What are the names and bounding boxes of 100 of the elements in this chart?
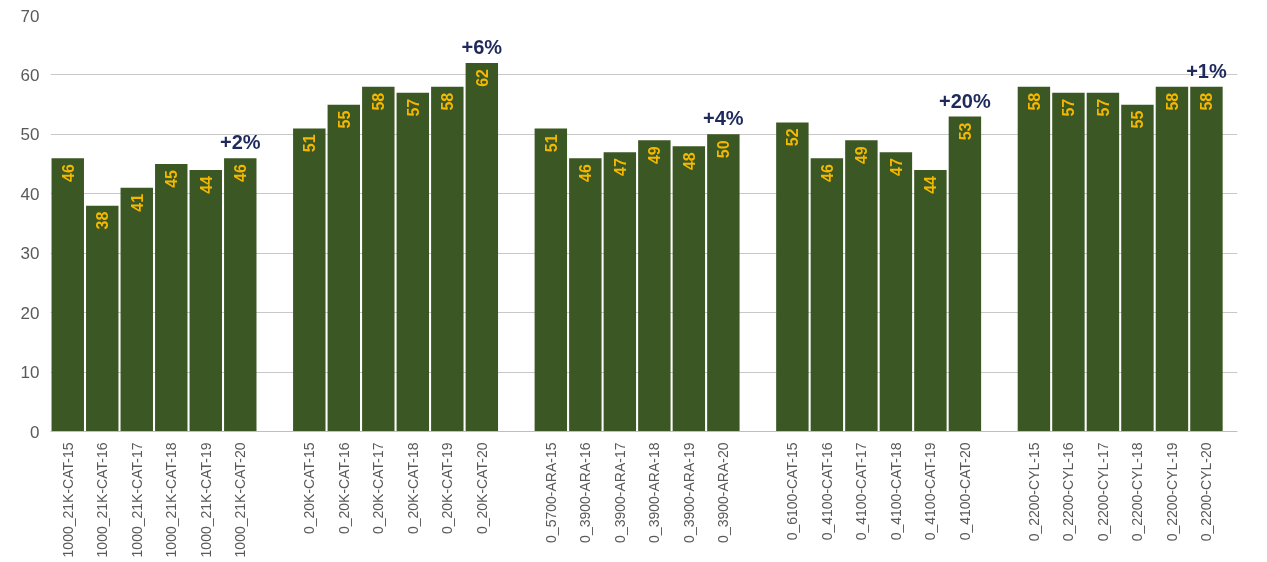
y-tick-label: 50 [20, 125, 40, 145]
data-label: 62 [473, 68, 491, 87]
data-label: 51 [301, 134, 319, 153]
data-label: 47 [887, 158, 905, 176]
x-tick-label: 0_20K-CAT-15 [301, 442, 318, 535]
x-tick-label: 0_4100-CAT-17 [853, 442, 870, 541]
bar [672, 146, 706, 432]
x-tick-label: 0_2200-CYL-19 [1163, 442, 1180, 542]
data-label: 46 [577, 164, 595, 182]
bar [1017, 86, 1051, 432]
x-tick-label: 1000_21K-CAT-20 [232, 442, 249, 558]
bar [534, 128, 568, 432]
x-tick-label: 0_4100-CAT-20 [956, 442, 973, 541]
x-tick-label: 0_2200-CYL-20 [1198, 442, 1215, 542]
bar [155, 164, 188, 432]
x-tick-label: 0_3900-ARA-20 [715, 442, 732, 543]
x-tick-label: 0_20K-CAT-20 [473, 442, 490, 535]
y-tick-label: 10 [20, 363, 40, 383]
bar [327, 104, 361, 432]
bar [569, 158, 602, 432]
annotation: +1% [1186, 59, 1227, 82]
x-tick-label: 0_20K-CAT-19 [439, 442, 456, 535]
x-tick-label: 1000_21K-CAT-18 [163, 442, 180, 558]
bar [948, 116, 982, 432]
data-label: 49 [853, 146, 871, 165]
bar [189, 170, 222, 432]
x-tick-label: 0_20K-CAT-16 [335, 442, 352, 535]
bar [707, 134, 740, 432]
annotation: +20% [939, 89, 991, 112]
bar [51, 158, 84, 432]
data-label: 49 [646, 146, 664, 165]
x-tick-label: 0_2200-CYL-18 [1129, 442, 1146, 542]
bar [1052, 92, 1085, 432]
bar [224, 158, 257, 432]
bar [914, 170, 947, 432]
x-tick-label: 1000_21K-CAT-15 [59, 442, 76, 558]
bar [845, 140, 878, 432]
y-tick-label: 30 [20, 244, 40, 264]
bar [362, 86, 395, 432]
bar [293, 128, 326, 432]
x-tick-label: 0_3900-ARA-16 [577, 442, 594, 543]
data-label: 57 [1060, 98, 1078, 117]
x-tick-label: 0_3900-ARA-18 [646, 442, 663, 543]
bar [1155, 86, 1189, 432]
data-label: 46 [59, 164, 77, 182]
x-tick-label: 0_20K-CAT-17 [370, 442, 387, 535]
x-tick-label: 0_2200-CYL-15 [1025, 442, 1042, 542]
bar [120, 187, 153, 432]
annotation: +6% [461, 36, 503, 59]
y-tick-label: 0 [30, 422, 40, 442]
x-tick-label: 0_4100-CAT-18 [887, 442, 904, 541]
data-label: 55 [335, 110, 353, 129]
data-label: 58 [1025, 92, 1043, 111]
annotation: +2% [219, 131, 261, 154]
bar [810, 158, 844, 432]
y-tick-label: 20 [20, 303, 40, 323]
y-tick-label: 70 [20, 6, 40, 26]
data-label: 44 [197, 175, 215, 194]
bar [879, 152, 913, 432]
x-tick-label: 0_4100-CAT-16 [818, 442, 835, 541]
x-tick-label: 0_6100-CAT-15 [784, 442, 801, 541]
data-label: 44 [922, 175, 940, 194]
bar [776, 122, 809, 432]
data-label: 58 [439, 92, 457, 111]
annotation: +4% [703, 107, 744, 130]
x-tick-label: 0_3900-ARA-17 [611, 442, 628, 543]
bar [603, 152, 637, 432]
x-tick-label: 1000_21K-CAT-19 [197, 442, 214, 558]
data-label: 46 [232, 164, 250, 182]
x-tick-label: 0_2200-CYL-17 [1094, 442, 1111, 542]
data-label: 53 [956, 122, 974, 141]
y-tick-label: 40 [20, 184, 40, 204]
data-label: 48 [680, 152, 698, 171]
bar [86, 205, 119, 432]
data-label: 45 [163, 169, 181, 188]
x-tick-label: 0_5700-ARA-15 [542, 442, 559, 543]
data-label: 58 [370, 92, 388, 111]
x-tick-label: 0_20K-CAT-18 [404, 442, 421, 535]
data-label: 55 [1129, 110, 1147, 129]
data-label: 41 [128, 193, 146, 212]
x-tick-label: 1000_21K-CAT-17 [128, 442, 145, 558]
data-label: 51 [542, 134, 560, 153]
data-label: 47 [611, 158, 629, 176]
bar [465, 63, 499, 432]
data-label: 38 [94, 211, 112, 230]
bar [1121, 104, 1154, 432]
bar [638, 140, 671, 432]
x-tick-label: 1000_21K-CAT-16 [94, 442, 111, 558]
data-label: 58 [1198, 92, 1216, 111]
data-label: 46 [818, 164, 836, 182]
y-tick-label: 60 [20, 65, 40, 85]
bar [431, 86, 464, 432]
data-label: 57 [404, 98, 422, 117]
bar [1086, 92, 1120, 432]
bar [1190, 86, 1223, 432]
data-label: 58 [1163, 92, 1181, 111]
x-tick-label: 0_2200-CYL-16 [1060, 442, 1077, 542]
x-tick-label: 0_3900-ARA-19 [680, 442, 697, 543]
data-label: 57 [1094, 98, 1112, 117]
bar [396, 92, 430, 432]
